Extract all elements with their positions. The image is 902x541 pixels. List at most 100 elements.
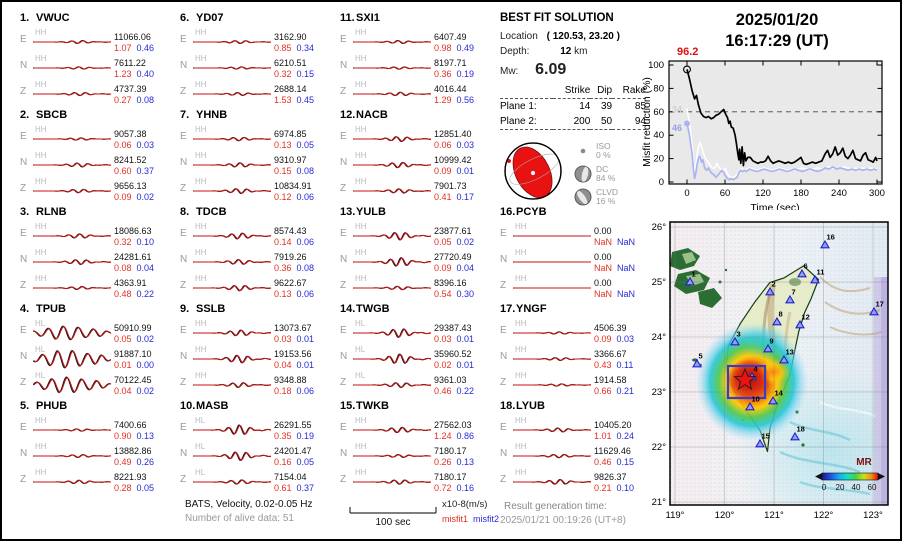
trace-values: 2688.14 1.53 0.45 — [271, 84, 331, 105]
component-label: N — [340, 60, 348, 71]
channel-label: HH — [195, 248, 207, 257]
component-label: Z — [500, 377, 507, 388]
waveform-svg — [353, 188, 431, 194]
amplitude-value: 8241.52 — [114, 155, 147, 165]
waveform-svg — [513, 383, 591, 387]
station-marker-10: 10 — [745, 395, 760, 411]
waveform-svg — [33, 454, 111, 458]
waveform-svg — [353, 285, 431, 291]
channel-label: HH — [355, 151, 367, 160]
station-header: 8. TDCB — [180, 206, 334, 221]
trace-values: 70122.45 0.04 0.02 — [111, 375, 171, 396]
station-marker-11: 11 — [810, 268, 825, 284]
amplitude-value: 24201.47 — [274, 446, 312, 456]
location-label: Location — [500, 31, 538, 42]
station-marker-8: 8 — [772, 310, 783, 326]
waveform-svg — [353, 479, 431, 485]
misfit1-value: 1.07 — [114, 42, 132, 53]
component-label: E — [180, 131, 187, 142]
component-label: Z — [500, 280, 507, 291]
station-code: SSLB — [196, 303, 226, 315]
amplitude-units: x10-8(m/s) — [442, 499, 488, 510]
waveform-svg — [193, 329, 271, 337]
misfit1-value: 0.46 — [434, 385, 452, 396]
amplitude-value: 8221.93 — [114, 472, 147, 482]
waveform-svg — [193, 162, 271, 168]
svg-text:40: 40 — [852, 483, 861, 492]
amplitude-value: 7611.22 — [114, 58, 146, 68]
waveform-trace: HH — [353, 221, 431, 247]
plane1-rake: 85 — [634, 101, 646, 112]
component-label: Z — [340, 280, 347, 291]
channel-label: HH — [195, 319, 207, 328]
amplitude-value: 70122.45 — [114, 375, 152, 385]
station-panel-rlnb: 3. RLNB E HH 18086.63 0.32 0.10 N HH 24281.61 0.08… — [20, 206, 174, 303]
trace-values: 8396.16 0.54 0.30 — [431, 278, 491, 299]
station-code: YD07 — [196, 12, 224, 24]
svg-text:11: 11 — [817, 268, 825, 277]
iso-pct: 0 % — [596, 150, 611, 160]
misfit1-value: 0.04 — [274, 359, 292, 370]
waveform-row-z: Z HH 1914.58 0.66 0.21 — [500, 370, 654, 396]
station-code: PCYB — [516, 206, 547, 218]
channel-label: HH — [35, 80, 47, 89]
trace-values: 13073.67 0.03 0.01 — [271, 323, 331, 344]
misfit2-value: 0.03 — [616, 333, 635, 344]
waveform-svg — [193, 424, 271, 435]
station-header: 11.SXI1 — [340, 12, 494, 27]
depth-unit: km — [574, 46, 588, 57]
station-header: 5. PHUB — [20, 400, 174, 415]
channel-label: HH — [355, 177, 367, 186]
station-code: YHNB — [196, 109, 228, 121]
component-label: E — [180, 325, 187, 336]
colorbar: MR 0 20 40 60 — [815, 457, 885, 492]
waveform-trace: HH — [513, 415, 591, 441]
waveform-row-n: N HH 7611.22 1.23 0.40 — [20, 53, 174, 79]
svg-text:60: 60 — [653, 107, 664, 118]
trace-values: 27720.49 0.09 0.04 — [431, 252, 491, 273]
amplitude-value: 7919.26 — [274, 252, 307, 262]
station-number: 3. — [20, 206, 30, 218]
trace-values: 7611.22 1.23 0.40 — [111, 58, 171, 79]
waveform-trace: HH — [513, 441, 591, 467]
channel-label: HH — [35, 416, 47, 425]
waveform-row-n: N HH 9310.97 0.15 0.08 — [180, 150, 334, 176]
depth-value: 12 — [560, 46, 572, 57]
trace-values: 11629.46 0.46 0.15 — [591, 446, 651, 467]
amplitude-value: 18086.63 — [114, 226, 152, 236]
plane2-label: Plane 2: — [500, 116, 537, 127]
station-panel-yd07: 6. YD07 E HH 3162.90 0.85 0.34 N HH 6210.51 0.32 0.… — [180, 12, 334, 109]
waveform-row-z: Z HH 9656.13 0.09 0.02 — [20, 176, 174, 202]
component-label: Z — [340, 183, 347, 194]
map-base — [670, 222, 888, 505]
mechanism-block: ISO 0 % DC 84 % — [500, 138, 654, 209]
station-number: 7. — [180, 109, 190, 121]
station-marker-1: 1 — [685, 270, 696, 286]
amplitude-value: 9348.88 — [274, 375, 307, 385]
waveform-svg — [193, 451, 271, 461]
amplitude-value: 13882.86 — [114, 446, 152, 456]
station-number: 6. — [180, 12, 190, 24]
dc-name: DC — [596, 164, 609, 174]
misfit1-value: 0.28 — [114, 482, 132, 493]
waveform-trace: HL — [33, 318, 111, 344]
channel-label: HH — [195, 222, 207, 231]
trace-values: 9348.88 0.18 0.06 — [271, 375, 331, 396]
waveform-row-z: Z HH 4016.44 1.29 0.56 — [340, 79, 494, 105]
waveform-svg — [193, 354, 271, 364]
waveform-trace: HL — [353, 344, 431, 370]
misfit2-value: 0.10 — [136, 236, 155, 247]
amplitude-value: 1914.58 — [594, 375, 627, 385]
component-label: N — [500, 254, 508, 265]
waveform-row-z: Z HH 7180.17 0.72 0.16 — [340, 467, 494, 493]
component-label: N — [340, 254, 348, 265]
amplitude-value: 2688.14 — [274, 84, 307, 94]
misfit1-value: 0.12 — [274, 191, 292, 202]
channel-label: HH — [515, 274, 527, 283]
waveform-row-n: N HH 13882.86 0.49 0.26 — [20, 441, 174, 467]
station-header: 17.YNGF — [500, 303, 654, 318]
channel-label: HH — [195, 125, 207, 134]
channel-label: HH — [515, 416, 527, 425]
misfit2-value: 0.22 — [456, 385, 475, 396]
svg-text:122°: 122° — [814, 510, 834, 521]
